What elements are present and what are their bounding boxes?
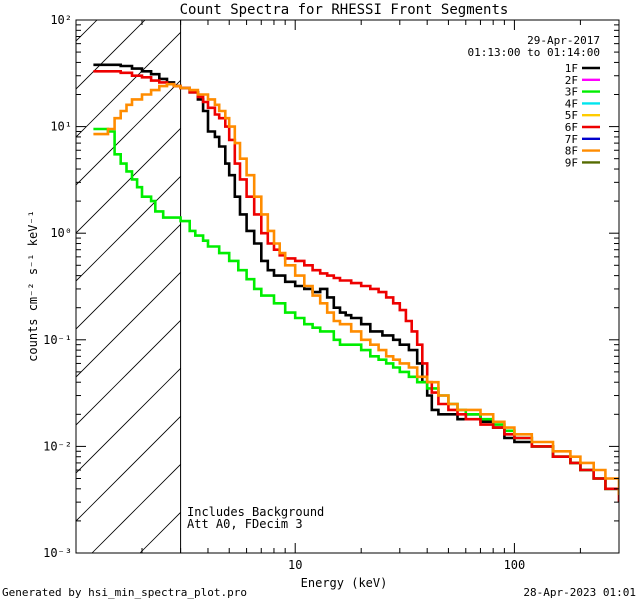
x-tick-label: 100: [504, 558, 526, 572]
axis-ticks: 10 100 10⁻³ 10⁻² 10⁻¹ 10⁰ 10¹ 10²: [43, 13, 620, 572]
legend-label-5F: 5F: [565, 109, 578, 122]
x-tick-label: 10: [288, 558, 302, 572]
series-8F: [93, 82, 619, 495]
hatch-line: [76, 20, 98, 42]
note-attenuator: Att A0, FDecim 3: [187, 517, 303, 531]
plot-frame: [75, 19, 620, 554]
hatch-line: [76, 79, 181, 186]
y-tick-label: 10⁻³: [43, 546, 72, 560]
y-tick-label: 10⁻¹: [43, 333, 72, 347]
legend-label-4F: 4F: [565, 97, 578, 110]
legend-label-9F: 9F: [565, 156, 578, 169]
y-tick-label: 10⁰: [50, 226, 72, 240]
legend-date: 29-Apr-2017: [527, 34, 600, 47]
hatch-line: [76, 223, 181, 330]
y-axis-label: counts cm⁻² s⁻¹ keV⁻¹: [26, 210, 40, 362]
hatch-line: [76, 415, 181, 522]
legend-label-3F: 3F: [565, 86, 578, 99]
chart-title: Count Spectra for RHESSI Front Segments: [180, 2, 509, 18]
hatch-line: [76, 20, 146, 90]
x-axis-label: Energy (keV): [301, 576, 388, 590]
legend-label-7F: 7F: [565, 133, 578, 146]
note-background: Includes Background: [187, 505, 324, 519]
legend-label-2F: 2F: [565, 74, 578, 87]
y-tick-label: 10¹: [50, 120, 72, 134]
hatch-line: [76, 271, 181, 378]
footer-generator: Generated by hsi_min_spectra_plot.pro: [2, 586, 247, 599]
legend: 29-Apr-2017 01:13:00 to 01:14:00 1F2F3F4…: [468, 34, 600, 169]
hatch-line: [76, 175, 181, 282]
legend-label-1F: 1F: [565, 62, 578, 75]
hatch-line: [76, 31, 181, 138]
spectra-series: [93, 63, 619, 503]
series-3F: [93, 127, 619, 495]
y-tick-label: 10²: [50, 13, 72, 27]
legend-label-8F: 8F: [565, 145, 578, 158]
series-6F: [93, 70, 619, 503]
y-tick-label: 10⁻²: [43, 439, 72, 453]
footer-timestamp: 28-Apr-2023 01:01: [523, 586, 636, 599]
legend-time-range: 01:13:00 to 01:14:00: [468, 46, 600, 59]
legend-label-6F: 6F: [565, 121, 578, 134]
background-hatch-region: [76, 20, 181, 553]
hatch-line: [76, 367, 181, 474]
